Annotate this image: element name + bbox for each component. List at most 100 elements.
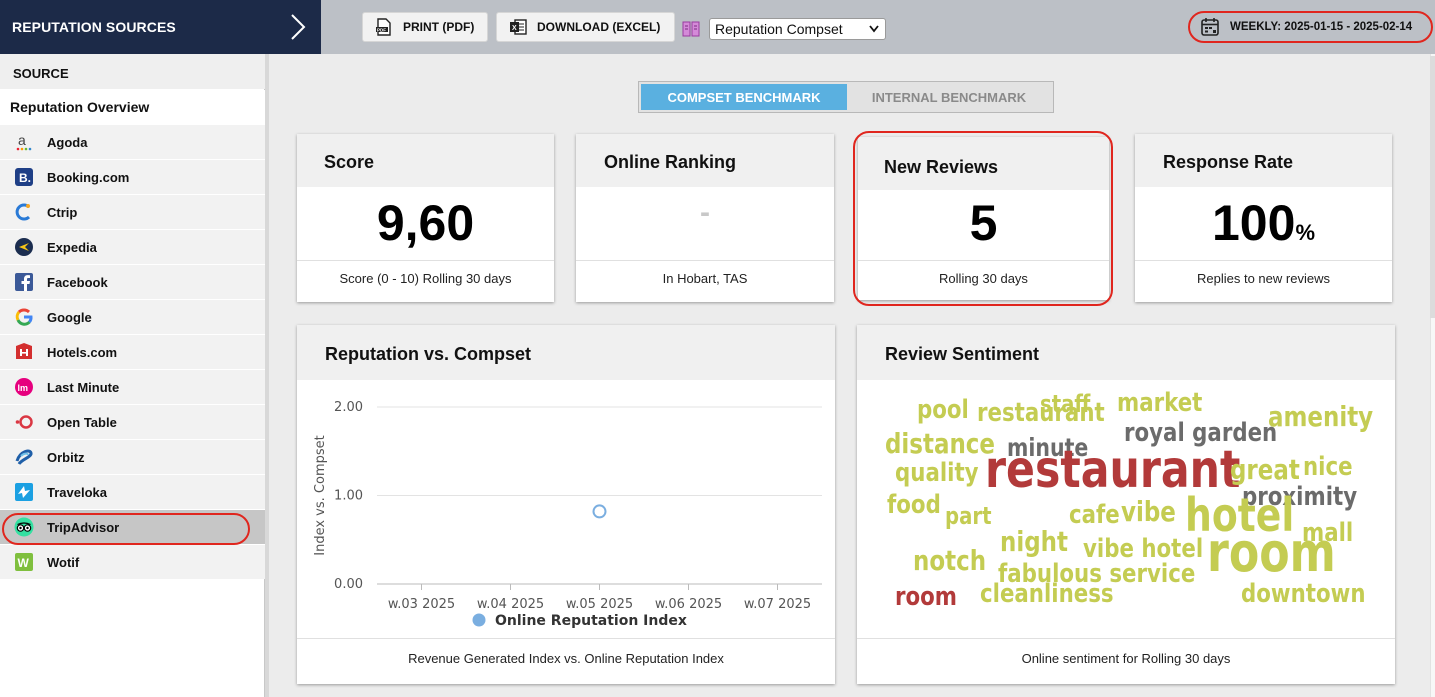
- sentiment-word: restaurant: [985, 440, 1241, 500]
- date-range-button[interactable]: WEEKLY: 2025-01-15 - 2025-02-14: [1188, 11, 1433, 43]
- excel-icon: X: [510, 19, 527, 35]
- review-sentiment-card: Review Sentiment pool restaurant staff mark…: [857, 325, 1395, 684]
- sentiment-word: part: [945, 502, 992, 530]
- y-tick-label: 1.00: [334, 489, 363, 504]
- reputation-chart-card: Reputation vs. Compset 0.00 1.00 2.00 w.03 …: [297, 325, 835, 684]
- sidebar-item-google[interactable]: Google: [0, 299, 265, 334]
- x-tick-label: w.07 2025: [744, 597, 811, 612]
- wotif-icon: W: [15, 553, 33, 571]
- download-excel-label: DOWNLOAD (EXCEL): [537, 20, 661, 34]
- sidebar-item-label: Hotels.com: [47, 344, 118, 360]
- sentiment-word: fabulous service: [998, 559, 1196, 589]
- sidebar-heading: SOURCE: [0, 54, 265, 89]
- compset-icon: [682, 21, 700, 37]
- sidebar-item-reputation-overview[interactable]: Reputation Overview: [0, 90, 265, 124]
- online-ranking-card: Online Ranking - In Hobart, TAS: [576, 134, 834, 302]
- score-card: Score 9,60 Score (0 - 10) Rolling 30 day…: [297, 134, 554, 302]
- sentiment-word: staff: [1040, 390, 1091, 418]
- online-ranking-footer: In Hobart, TAS: [576, 260, 834, 302]
- tab-internal-benchmark[interactable]: INTERNAL BENCHMARK: [871, 90, 1027, 105]
- sidebar-item-label: Ctrip: [47, 204, 78, 220]
- svg-text:W: W: [18, 556, 30, 570]
- sentiment-word: pool: [917, 395, 969, 425]
- response-rate-title: Response Rate: [1135, 134, 1392, 187]
- sidebar: SOURCE Reputation Overview a Agoda B. Bo…: [0, 54, 265, 697]
- sentiment-word: minute: [1007, 433, 1089, 462]
- reputation-chart: 0.00 1.00 2.00 w.03 2025 w.04 2025 w.05 2025 w…: [313, 400, 822, 629]
- sidebar-item-label: Orbitz: [47, 449, 85, 465]
- orbitz-icon: [15, 449, 33, 465]
- chevron-down-icon: [869, 25, 879, 33]
- pdf-icon: PDF: [376, 18, 391, 36]
- sidebar-item-orbitz[interactable]: Orbitz: [0, 439, 265, 474]
- tripadvisor-icon: [14, 517, 34, 537]
- legend-marker: [472, 613, 486, 627]
- sidebar-item-lastminute[interactable]: lm Last Minute: [0, 369, 265, 404]
- sentiment-word: hotel: [1185, 488, 1295, 542]
- sidebar-title: REPUTATION SOURCES: [12, 19, 176, 35]
- top-toolbar: REPUTATION SOURCES PDF PRINT (PDF) X DOW…: [0, 0, 1435, 54]
- sentiment-word: mall: [1302, 518, 1354, 548]
- sidebar-item-label: Agoda: [47, 134, 88, 150]
- opentable-icon: [15, 415, 33, 429]
- data-point: [592, 504, 607, 519]
- sidebar-item-wotif[interactable]: W Wotif: [0, 544, 265, 579]
- google-icon: [15, 308, 33, 326]
- scrollbar-thumb[interactable]: [1430, 56, 1435, 318]
- sentiment-word: proximity: [1242, 482, 1358, 512]
- tab-compset-benchmark[interactable]: COMPSET BENCHMARK: [641, 84, 847, 110]
- sidebar-item-label: Facebook: [47, 274, 108, 290]
- sidebar-item-expedia[interactable]: Expedia: [0, 229, 265, 264]
- svg-text:lm: lm: [18, 383, 29, 393]
- sidebar-resize-handle[interactable]: [265, 54, 269, 697]
- sidebar-item-facebook[interactable]: Facebook: [0, 264, 265, 299]
- y-tick-label: 0.00: [334, 577, 363, 592]
- print-pdf-label: PRINT (PDF): [403, 20, 475, 34]
- new-reviews-highlight: [853, 131, 1113, 306]
- benchmark-toggle: COMPSET BENCHMARK INTERNAL BENCHMARK: [638, 81, 1054, 113]
- sentiment-word: room: [1207, 521, 1336, 584]
- sidebar-item-agoda[interactable]: a Agoda: [0, 124, 265, 159]
- new-reviews-card: New Reviews 5 Rolling 30 days: [858, 137, 1109, 300]
- sidebar-item-booking[interactable]: B. Booking.com: [0, 159, 265, 194]
- sidebar-item-hotels[interactable]: Hotels.com: [0, 334, 265, 369]
- new-reviews-value: 5: [969, 195, 998, 251]
- sentiment-word: notch: [913, 544, 987, 577]
- print-pdf-button[interactable]: PDF PRINT (PDF): [362, 12, 488, 42]
- score-footer: Score (0 - 10) Rolling 30 days: [297, 260, 554, 302]
- response-rate-card: Response Rate 100% Replies to new review…: [1135, 134, 1392, 302]
- sidebar-item-ctrip[interactable]: Ctrip: [0, 194, 265, 229]
- sentiment-word: restaurant: [977, 398, 1105, 428]
- sidebar-item-traveloka[interactable]: Traveloka: [0, 474, 265, 509]
- traveloka-icon: [15, 483, 33, 501]
- sidebar-item-label: Last Minute: [47, 379, 120, 395]
- svg-text:X: X: [512, 25, 517, 32]
- online-ranking-title: Online Ranking: [576, 134, 834, 187]
- sentiment-word: great: [1230, 453, 1300, 486]
- sidebar-item-label: Google: [47, 309, 92, 325]
- chevron-right-icon[interactable]: [288, 13, 308, 41]
- response-rate-value-wrap: 100%: [1135, 194, 1392, 252]
- response-rate-value: 100: [1212, 195, 1296, 251]
- svg-text:B.: B.: [19, 171, 31, 185]
- sentiment-word: night: [1000, 525, 1068, 558]
- reputation-chart-title: Reputation vs. Compset: [297, 325, 835, 380]
- new-reviews-title: New Reviews: [858, 137, 1109, 190]
- sidebar-item-label: TripAdvisor: [47, 519, 120, 535]
- sidebar-header: REPUTATION SOURCES: [0, 0, 321, 54]
- sidebar-item-opentable[interactable]: Open Table: [0, 404, 265, 439]
- hotels-icon: [16, 343, 32, 359]
- sidebar-item-label: Wotif: [47, 554, 80, 570]
- sentiment-word: room: [895, 582, 958, 612]
- legend-label: Online Reputation Index: [495, 613, 687, 629]
- scrollbar[interactable]: [1430, 54, 1435, 697]
- svg-text:PDF: PDF: [377, 27, 386, 32]
- download-excel-button[interactable]: X DOWNLOAD (EXCEL): [496, 12, 675, 42]
- ctrip-icon: [15, 203, 31, 221]
- sentiment-word: royal garden: [1124, 418, 1278, 448]
- compset-select[interactable]: Reputation Compset: [709, 18, 886, 40]
- sentiment-word: cleanliness: [980, 579, 1114, 609]
- sentiment-word: downtown: [1241, 579, 1366, 609]
- facebook-icon: [15, 273, 33, 291]
- sidebar-item-label: Open Table: [47, 414, 117, 430]
